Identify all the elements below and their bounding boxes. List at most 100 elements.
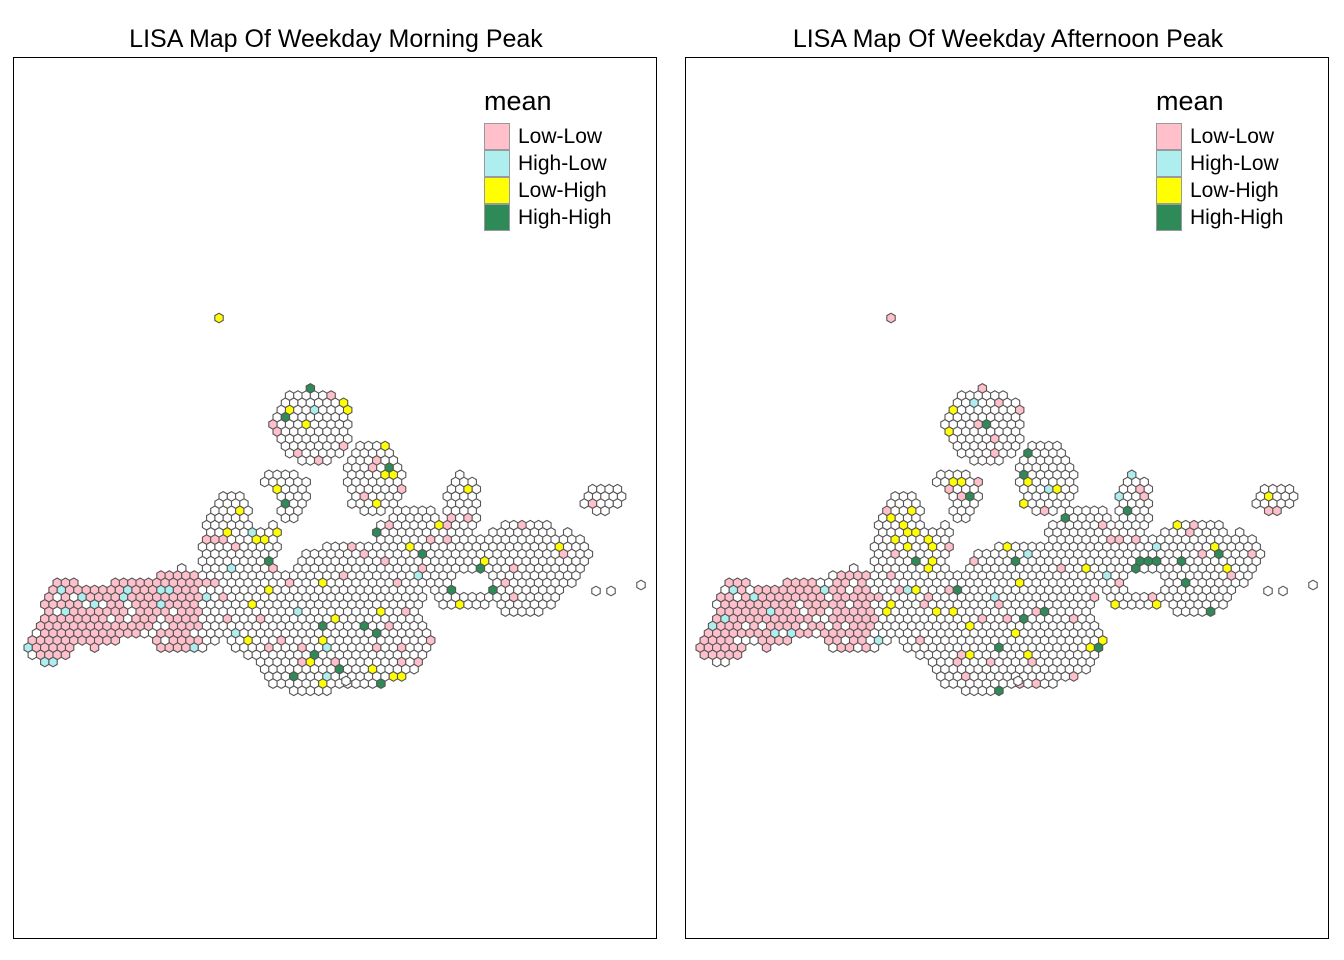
legend-label: High-High — [1190, 206, 1284, 229]
hexagon-cell — [732, 649, 743, 661]
hexagon-cell — [1110, 598, 1120, 610]
legend-swatch — [484, 204, 510, 231]
hexagon-cell — [1251, 498, 1261, 510]
hexagon-cell — [280, 512, 291, 524]
hexagon-cell — [164, 642, 174, 654]
hexagon-cell — [774, 634, 784, 646]
hexagon-cell — [1139, 562, 1149, 574]
hexagon-cell — [376, 505, 386, 517]
hexagon-cell — [289, 512, 299, 524]
hexagon-cell — [1039, 678, 1050, 690]
hexagon-cell — [811, 627, 822, 639]
hexagon-cell — [931, 476, 942, 488]
map-frame: mean Low-Low High-Low Low-High High-High — [13, 57, 657, 939]
panel-morning-peak: LISA Map Of Weekday Morning Peak mean Lo… — [13, 25, 657, 939]
hexagon-cell — [1205, 606, 1216, 618]
hexagon-cell — [1131, 562, 1141, 574]
hexagon-cell — [110, 634, 121, 646]
hexagon-cell — [259, 476, 270, 488]
hexagon-cell — [961, 512, 971, 524]
hexagon-cell — [844, 642, 855, 654]
hexagon-cell — [712, 656, 722, 668]
hexagon-cell — [214, 312, 224, 324]
legend-item-high-low: High-Low — [1156, 150, 1283, 177]
hexagon-cell — [409, 663, 419, 675]
hexagon-cell — [27, 649, 38, 661]
hexagon-cell — [89, 642, 100, 654]
hexagon-cell — [1143, 598, 1154, 610]
hexagon-cell — [517, 606, 527, 618]
legend-label: High-High — [518, 206, 612, 229]
legend-item-high-high: High-High — [1156, 204, 1283, 231]
hexagon-cell — [376, 678, 386, 690]
hexagon-cell — [853, 642, 863, 654]
hexagon-cell — [297, 454, 307, 466]
hexagon-cell — [1272, 505, 1282, 517]
legend-item-high-high: High-High — [484, 204, 611, 231]
hexagon-cell — [940, 678, 950, 690]
hexagon-cell — [994, 454, 1004, 466]
legend-label: High-Low — [1190, 152, 1279, 175]
hexagon-cell — [1239, 577, 1249, 589]
hexagon-cell — [500, 606, 511, 618]
hexagon-cell — [1189, 606, 1199, 618]
hexagon-cell — [994, 685, 1004, 697]
hexagon-cell — [77, 634, 87, 646]
hexagon-cell — [1147, 562, 1158, 574]
hexagon-cell — [123, 627, 133, 639]
hexagon-cell — [189, 642, 199, 654]
legend-label: Low-Low — [518, 125, 603, 148]
hexagon-cell — [322, 685, 332, 697]
hexagon-cell — [828, 642, 838, 654]
hexagon-cell — [567, 577, 577, 589]
hexagon-cell — [795, 627, 805, 639]
hexagon-cell — [463, 598, 473, 610]
map-frame: mean Low-Low High-Low Low-High High-High — [685, 57, 1329, 939]
legend-swatch — [484, 177, 510, 204]
hexagon-cell — [438, 598, 448, 610]
hexagon-cell — [1278, 585, 1288, 597]
hexagon-cell — [102, 634, 112, 646]
hexagon-cell — [969, 454, 979, 466]
hexagon-cell — [1019, 498, 1029, 510]
map-legend: mean Low-Low High-Low Low-High High-High — [1156, 85, 1283, 231]
hexagon-cell — [313, 685, 324, 697]
hexagon-cell — [761, 642, 772, 654]
legend-swatch — [1156, 204, 1182, 231]
hexagon-cell — [367, 678, 378, 690]
hexagon-cell — [869, 642, 880, 654]
legend-item-low-high: Low-High — [1156, 177, 1283, 204]
hexagon-cell — [305, 454, 316, 466]
hexagon-cell — [1031, 505, 1042, 517]
hexagon-cell — [636, 579, 646, 591]
hexagon-cell — [961, 685, 971, 697]
legend-swatch — [1156, 123, 1182, 150]
hexagon-cell — [1006, 447, 1017, 459]
hexagon-cell — [948, 678, 959, 690]
hexagon-cell — [131, 627, 141, 639]
hexagon-cell — [720, 656, 730, 668]
hexagon-cell — [612, 498, 623, 510]
hexagon-cell — [1263, 585, 1273, 597]
hexagon-cell — [276, 678, 287, 690]
hexagon-cell — [546, 598, 556, 610]
legend-swatch — [1156, 150, 1182, 177]
hexagon-cell — [359, 505, 370, 517]
hexagon-cell — [1263, 505, 1274, 517]
map-title: LISA Map Of Weekday Afternoon Peak — [792, 25, 1224, 53]
hexagon-cell — [591, 585, 601, 597]
hexagon-cell — [956, 447, 967, 459]
hexagon-cell — [803, 627, 813, 639]
hexagon-cell — [969, 685, 979, 697]
hexagon-cell — [230, 642, 241, 654]
hexagon-cell — [334, 447, 345, 459]
hexagon-cell — [533, 606, 544, 618]
hexagon-cell — [181, 642, 191, 654]
hexagon-cell — [1127, 598, 1137, 610]
legend-swatch — [1156, 177, 1182, 204]
hexagon-cell — [1048, 505, 1058, 517]
hexagon-cell — [1284, 498, 1295, 510]
hexagon-cell — [467, 562, 477, 574]
hexagon-cell — [902, 642, 913, 654]
hexagon-cell — [1060, 670, 1071, 682]
